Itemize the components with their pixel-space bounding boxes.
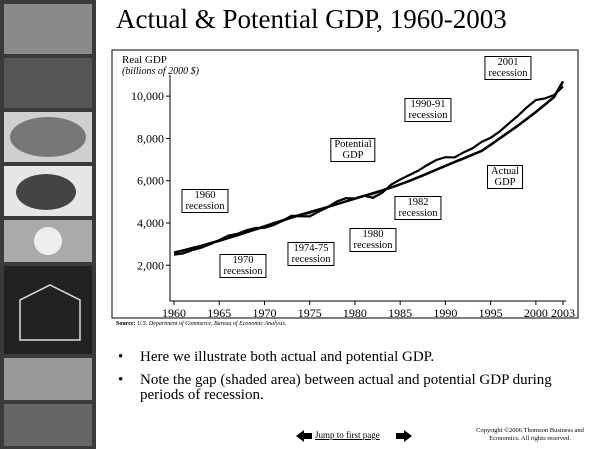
x-tick-label: 2003 — [551, 306, 575, 320]
page: {"slide": {"title": "Actual & Potential … — [0, 0, 592, 449]
recession-label: 1990-91 recession — [404, 98, 451, 122]
x-tick-label: 1980 — [343, 306, 367, 320]
next-arrow[interactable] — [396, 430, 412, 442]
recession-label: 1980 recession — [349, 228, 396, 252]
x-tick-label: 2000 — [524, 306, 548, 320]
y-axis-subtitle: (billions of 2000 $) — [122, 66, 200, 77]
bullet-text: Note the gap (shaded area) between actua… — [140, 373, 573, 403]
x-tick-label: 1985 — [388, 306, 412, 320]
source-text: U.S. Department of Commerce, Bureau of E… — [137, 321, 286, 327]
series-label: Potential GDP — [330, 138, 375, 162]
recession-label: 1970 recession — [219, 254, 266, 278]
y-tick-label: 2,000 — [137, 258, 164, 272]
source: Source: U.S. Department of Commerce, Bur… — [116, 321, 286, 327]
recession-label: 1982 recession — [394, 196, 441, 220]
x-tick-label: 1960 — [162, 306, 186, 320]
y-tick-label: 6,000 — [137, 174, 164, 188]
series-label: Actual GDP — [487, 165, 523, 189]
y-axis-title: Real GDP — [122, 54, 167, 66]
x-tick-label: 1990 — [433, 306, 457, 320]
prev-arrow[interactable] — [296, 430, 312, 442]
y-tick-label: 10,000 — [131, 89, 164, 103]
recession-label: 1974-75 recession — [287, 242, 334, 266]
bullet-text: Here we illustrate both actual and poten… — [140, 350, 573, 365]
jump-link[interactable]: Jump to first page — [315, 430, 380, 440]
copyright: Copyright ©2006 Thomson Business and Eco… — [470, 427, 590, 443]
y-tick-label: 8,000 — [137, 131, 164, 145]
x-tick-label: 1965 — [207, 306, 231, 320]
recession-label: 1960 recession — [181, 189, 228, 213]
x-tick-label: 1975 — [298, 306, 322, 320]
y-tick-label: 4,000 — [137, 216, 164, 230]
x-tick-label: 1995 — [479, 306, 503, 320]
source-label: Source: — [116, 321, 136, 327]
bullet: Note the gap (shaded area) between actua… — [118, 373, 573, 403]
x-tick-label: 1970 — [252, 306, 276, 320]
bullet: Here we illustrate both actual and poten… — [118, 350, 573, 365]
recession-label: 2001 recession — [484, 56, 531, 80]
